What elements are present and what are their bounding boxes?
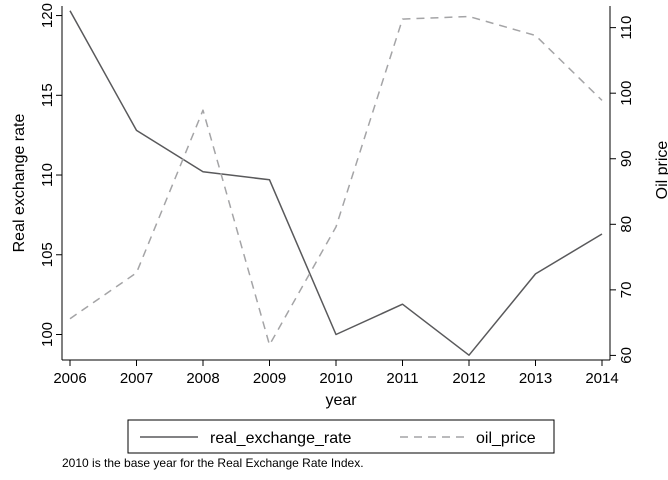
x-tick-label: 2012 (452, 370, 485, 387)
y-left-tick-label: 120 (39, 3, 56, 28)
y-left-tick-label: 100 (39, 322, 56, 347)
x-tick-label: 2013 (519, 370, 552, 387)
y-right-tick-label: 70 (618, 282, 635, 299)
y-right-axis-title: Oil price (654, 141, 668, 200)
x-tick-label: 2009 (253, 370, 286, 387)
y-left-axis-title: Real exchange rate (11, 114, 28, 253)
series-line-oil-price (69, 15, 603, 346)
y-right-tick-label: 80 (618, 216, 635, 233)
x-tick-label: 2010 (319, 370, 352, 387)
y-left-tick-label: 105 (39, 242, 56, 267)
x-tick-label: 2007 (120, 370, 153, 387)
y-left-tick-label: 115 (39, 83, 56, 107)
plot-area (62, 6, 610, 360)
x-tick-label: 2008 (186, 370, 219, 387)
legend: real_exchange_rate oil_price (127, 419, 555, 454)
x-tick-label: 2014 (585, 370, 618, 387)
legend-box (127, 419, 555, 454)
y-right-tick-label: 110 (618, 16, 635, 40)
series-layer (69, 10, 603, 356)
y-right-tick-label: 60 (618, 347, 635, 364)
legend-label-oil-price: oil_price (476, 430, 536, 447)
footnote: 2010 is the base year for the Real Excha… (62, 456, 364, 470)
axes: 2006 2007 2008 2009 2010 2011 2012 2013 2014 100 1… (39, 3, 635, 387)
y-right-tick-label: 100 (618, 81, 635, 106)
y-right-tick-label: 90 (618, 150, 635, 167)
x-tick-label: 2006 (53, 370, 86, 387)
series-line-real-exchange-rate (69, 10, 603, 356)
x-axis-title: year (325, 392, 357, 409)
legend-label-real-exchange-rate: real_exchange_rate (210, 430, 352, 447)
y-left-tick-label: 110 (39, 163, 56, 187)
x-tick-label: 2011 (386, 370, 418, 387)
